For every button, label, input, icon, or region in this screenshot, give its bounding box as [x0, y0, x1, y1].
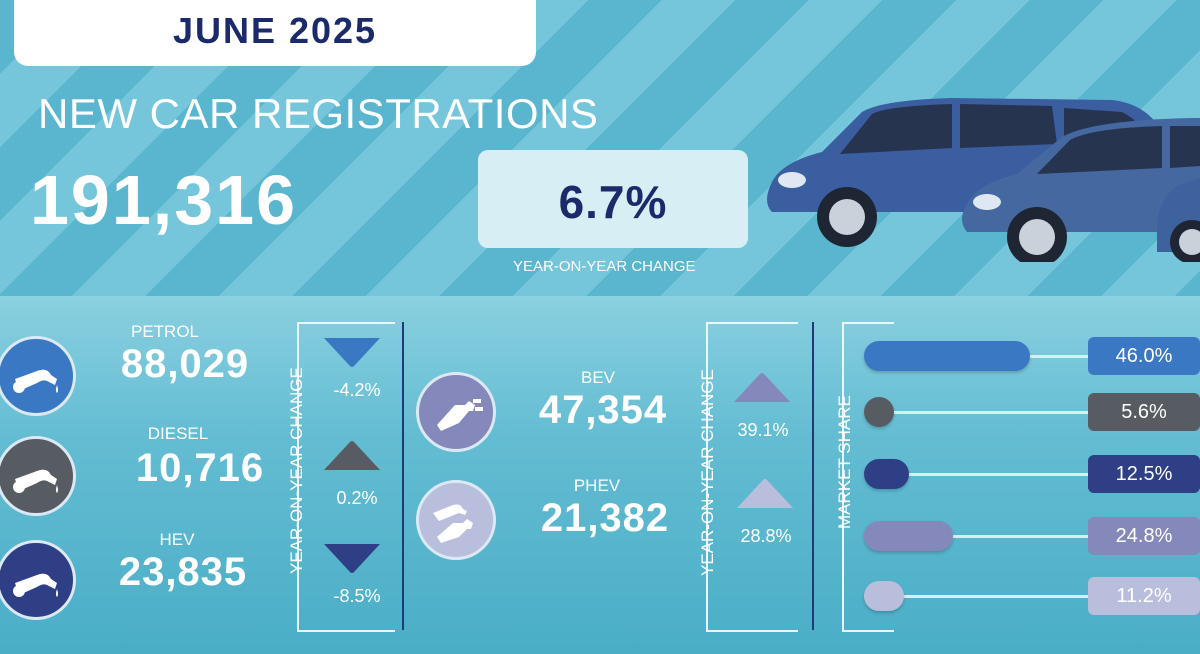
hev-icon-circle [0, 540, 76, 620]
petrol-change: -4.2% [333, 380, 381, 400]
phev-value: 21,382 [540, 496, 670, 540]
market-share-bar-phev [864, 581, 905, 611]
right-yoy-vertical-label: YEAR-ON-YEAR CHANGE [698, 369, 717, 576]
market-share-track [864, 535, 1100, 538]
petrol-label: PETROL [130, 322, 200, 341]
ev-plug-icon [437, 399, 483, 431]
fuel-pump-icon [13, 469, 58, 493]
left-yoy-vertical-label: YEAR-ON-YEAR CHANGE [287, 367, 306, 574]
diesel-value: 10,716 [135, 446, 265, 490]
yoy-change-value: 6.7% [558, 176, 668, 228]
fuel-pump-icon [13, 573, 58, 597]
yoy-change-label: YEAR-ON-YEAR CHANGE [513, 258, 696, 275]
breakdown-section: PETROL 88,029 DIESEL 10,716 HEV 23,835 Y… [0, 296, 1200, 654]
bev-up-arrow-icon [734, 373, 790, 402]
hev-down-arrow-icon [324, 544, 380, 573]
diesel-up-arrow-icon [324, 441, 380, 470]
market-share-bar-bev [864, 521, 954, 551]
diesel-icon-circle [0, 436, 76, 516]
market-share-bar-hev [864, 459, 909, 489]
cars-illustration [767, 98, 1200, 262]
market-share-bracket [842, 322, 894, 632]
market-share-bar-diesel [864, 397, 894, 427]
market-share-value-bev: 24.8% [1088, 517, 1200, 555]
hev-change: -8.5% [333, 586, 381, 606]
hybrid-plug-pump-icon [433, 504, 473, 543]
phev-icon-circle [416, 480, 496, 560]
petrol-down-arrow-icon [324, 338, 380, 367]
bev-change: 39.1% [737, 420, 789, 440]
hev-label: HEV [159, 530, 195, 549]
yoy-change-box: 6.7% [478, 150, 748, 248]
diesel-change: 0.2% [336, 488, 378, 508]
phev-up-arrow-icon [737, 479, 793, 508]
market-share-divider [812, 322, 814, 630]
left-yoy-bracket [297, 322, 395, 632]
column-divider [402, 322, 404, 630]
diesel-label: DIESEL [147, 424, 209, 443]
market-share-track [864, 473, 1100, 476]
petrol-icon-circle [0, 336, 76, 416]
page-title: NEW CAR REGISTRATIONS [38, 90, 599, 137]
fuel-pump-icon [13, 369, 58, 393]
bev-icon-circle [416, 372, 496, 452]
right-yoy-bracket [706, 322, 798, 632]
market-share-vertical-label: MARKET SHARE [835, 395, 854, 529]
phev-label: PHEV [573, 476, 621, 495]
petrol-value: 88,029 [120, 342, 250, 386]
market-share-bar-petrol [864, 341, 1030, 371]
total-registrations: 191,316 [30, 161, 298, 239]
date-banner: JUNE 2025 [14, 0, 536, 66]
bev-value: 47,354 [538, 388, 668, 432]
header-section: JUNE 2025 NEW CAR REGISTRATIONS 191,316 … [0, 0, 1200, 296]
market-share-track [864, 595, 1100, 598]
market-share-track [864, 411, 1100, 414]
market-share-value-phev: 11.2% [1088, 577, 1200, 615]
date-text: JUNE 2025 [172, 10, 378, 51]
market-share-value-diesel: 5.6% [1088, 393, 1200, 431]
phev-change: 28.8% [740, 526, 792, 546]
market-share-value-hev: 12.5% [1088, 455, 1200, 493]
hev-value: 23,835 [118, 550, 248, 594]
bev-label: BEV [580, 368, 616, 387]
market-share-value-petrol: 46.0% [1088, 337, 1200, 375]
